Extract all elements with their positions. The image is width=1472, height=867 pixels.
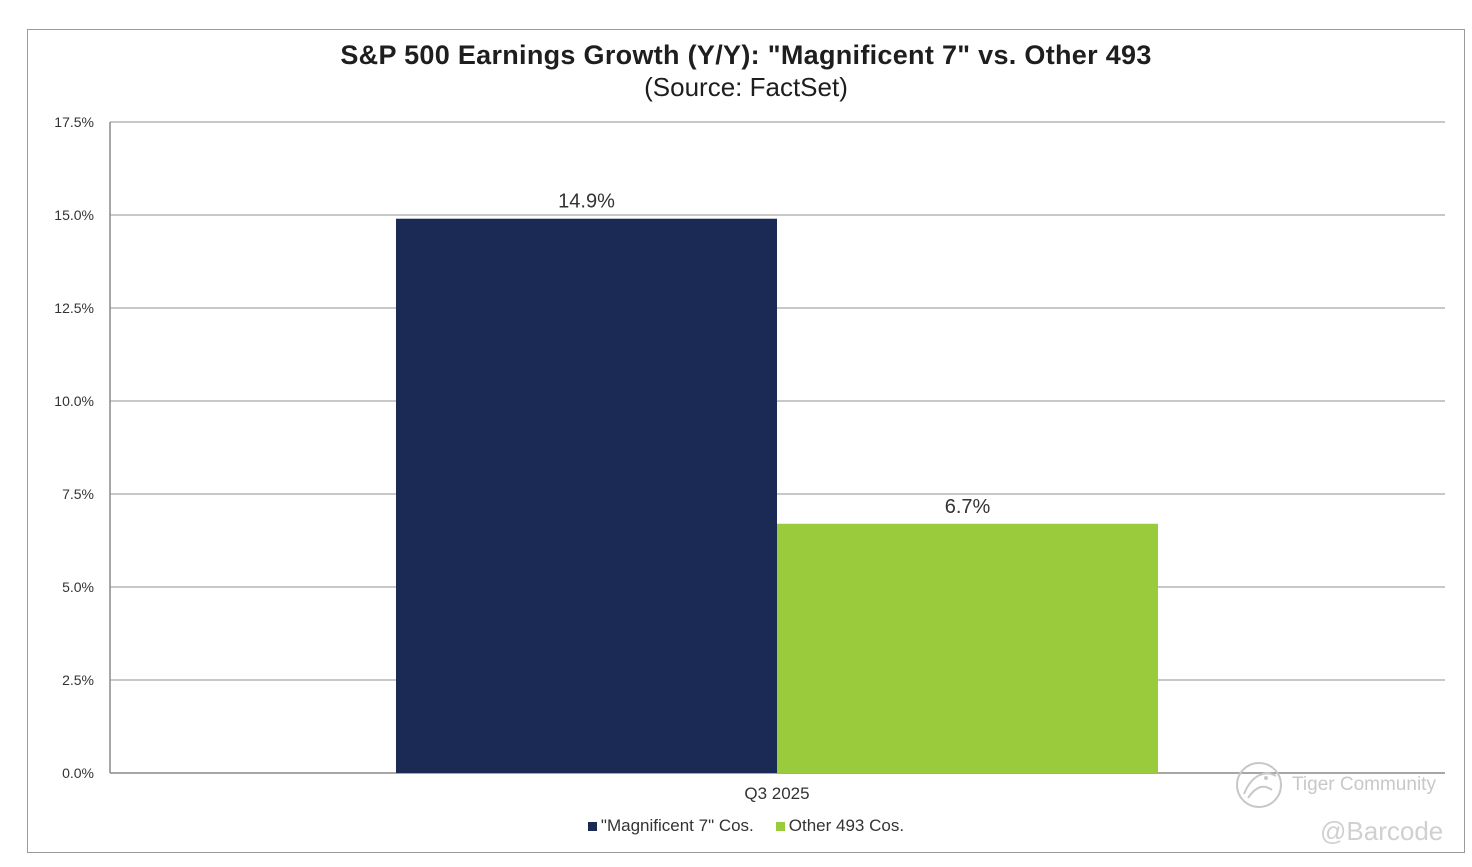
bar-mag7 bbox=[396, 218, 777, 774]
legend-label-other493: Other 493 Cos. bbox=[788, 816, 905, 835]
y-tick-label: 17.5% bbox=[54, 114, 94, 130]
y-tick-label: 7.5% bbox=[62, 486, 94, 502]
bars bbox=[396, 218, 1158, 774]
legend-swatch-mag7 bbox=[587, 821, 597, 831]
tiger-community-logo-icon bbox=[1236, 762, 1282, 808]
legend-item-other493: Other 493 Cos. bbox=[775, 816, 905, 836]
data-label-mag7: 14.9% bbox=[558, 191, 615, 213]
y-tick-label: 15.0% bbox=[54, 207, 94, 223]
y-tick-label: 0.0% bbox=[62, 765, 94, 781]
legend-swatch-other493 bbox=[775, 821, 785, 831]
watermark: Tiger Community @Barcode bbox=[1234, 758, 1464, 858]
chart-title: S&P 500 Earnings Growth (Y/Y): "Magnific… bbox=[340, 40, 1152, 70]
legend-item-mag7: "Magnificent 7" Cos. bbox=[587, 816, 754, 836]
y-tick-label: 2.5% bbox=[62, 672, 94, 688]
watermark-brand: Tiger Community bbox=[1292, 774, 1436, 795]
legend-label-mag7: "Magnificent 7" Cos. bbox=[600, 816, 754, 835]
legend: "Magnificent 7" Cos. Other 493 Cos. bbox=[0, 816, 1472, 836]
watermark-handle: @Barcode bbox=[1320, 816, 1444, 846]
category-label: Q3 2025 bbox=[744, 784, 809, 803]
category-labels: Q3 2025 bbox=[744, 784, 809, 803]
y-tick-label: 5.0% bbox=[62, 579, 94, 595]
chart-subtitle: (Source: FactSet) bbox=[644, 72, 848, 102]
y-axis-ticks: 0.0% 2.5% 5.0% 7.5% 10.0% 12.5% 15.0% 17.5% bbox=[54, 114, 94, 781]
data-label-other493: 6.7% bbox=[945, 496, 991, 518]
bar-other493 bbox=[777, 523, 1158, 773]
data-labels: 14.9% 6.7% bbox=[558, 191, 990, 518]
y-tick-label: 10.0% bbox=[54, 393, 94, 409]
y-tick-label: 12.5% bbox=[54, 300, 94, 316]
